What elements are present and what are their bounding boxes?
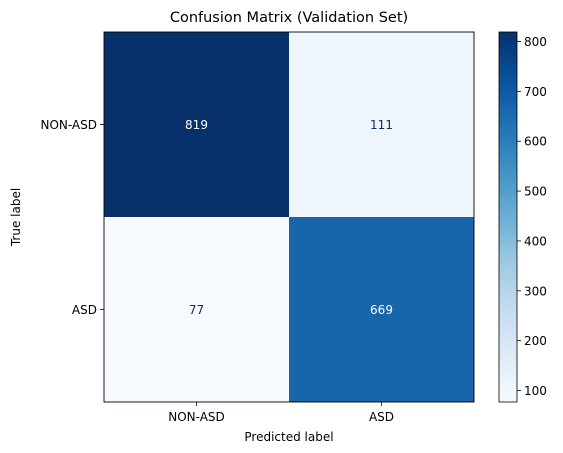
plot-frame: [103, 31, 475, 403]
x-axis-label: Predicted label: [244, 430, 333, 444]
colorbar-tick-label: 600: [524, 135, 547, 149]
y-tick-label: ASD: [72, 303, 97, 317]
cell-value-label: 77: [189, 303, 204, 317]
cell-value-label: 111: [370, 118, 393, 132]
colorbar-tick-label: 800: [524, 35, 547, 49]
matrix-cell: [289, 32, 474, 217]
colorbar-tick-label: 300: [524, 284, 547, 298]
colorbar-ticks: 100 200 300 400 500 600 700 800: [517, 35, 547, 398]
y-tick-label: NON-ASD: [40, 118, 97, 132]
cell-value-label: 819: [185, 118, 208, 132]
colorbar-tick-label: 500: [524, 185, 547, 199]
heatmap-cells: 819 111 77 669: [104, 32, 474, 402]
colorbar: [498, 31, 518, 403]
y-axis-ticks: NON-ASD ASD: [40, 118, 104, 317]
y-axis-label: True label: [9, 188, 23, 247]
x-tick-label: ASD: [369, 410, 394, 424]
x-tick-label: NON-ASD: [168, 410, 225, 424]
cell-value-label: 669: [370, 303, 393, 317]
colorbar-tick-label: 400: [524, 234, 547, 248]
colorbar-tick-label: 100: [524, 384, 547, 398]
matrix-cell: [104, 217, 289, 402]
colorbar-tick-label: 200: [524, 334, 547, 348]
matrix-cell: [289, 217, 474, 402]
matrix-cell: [104, 32, 289, 217]
colorbar-tick-label: 700: [524, 85, 547, 99]
x-axis-ticks: NON-ASD ASD: [168, 402, 394, 424]
chart-title: Confusion Matrix (Validation Set): [170, 10, 408, 26]
